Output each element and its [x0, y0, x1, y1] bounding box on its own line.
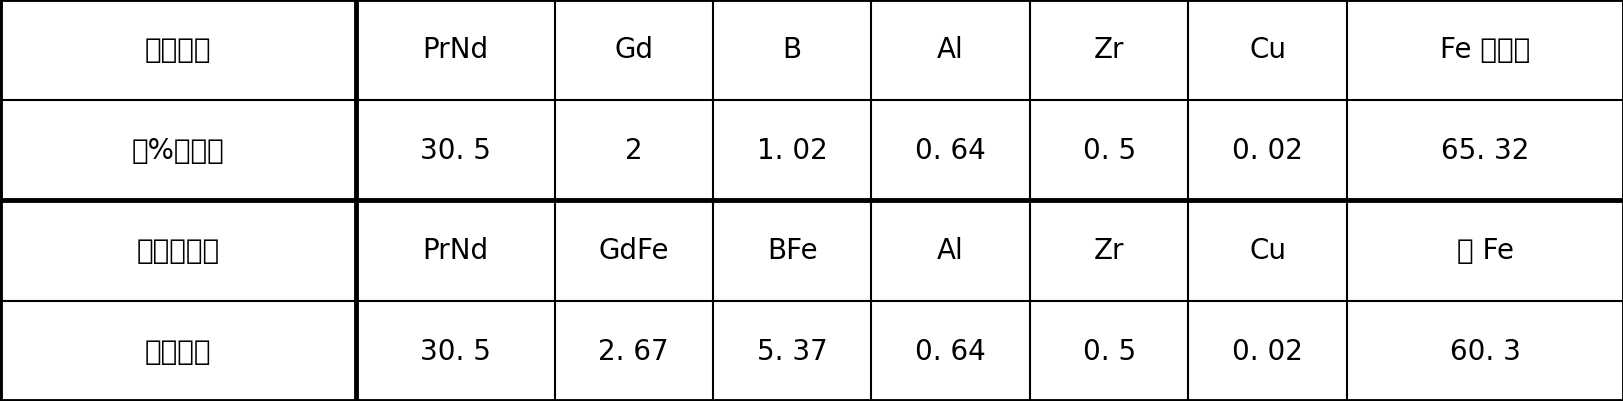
Text: Al: Al	[936, 237, 964, 265]
Text: 所需原材料: 所需原材料	[136, 237, 219, 265]
Text: Al: Al	[936, 36, 964, 64]
Text: Cu: Cu	[1248, 36, 1285, 64]
Text: 2: 2	[625, 136, 643, 164]
Text: PrNd: PrNd	[422, 237, 489, 265]
Text: 0. 64: 0. 64	[915, 136, 985, 164]
Text: 0. 5: 0. 5	[1083, 136, 1134, 164]
Text: B: B	[782, 36, 802, 64]
Text: 2. 67: 2. 67	[597, 337, 669, 365]
Text: 5. 37: 5. 37	[756, 337, 828, 365]
Text: 0. 64: 0. 64	[915, 337, 985, 365]
Text: BFe: BFe	[766, 237, 816, 265]
Text: 1. 02: 1. 02	[756, 136, 828, 164]
Text: 0. 5: 0. 5	[1083, 337, 1134, 365]
Text: GdFe: GdFe	[599, 237, 669, 265]
Text: 0. 02: 0. 02	[1232, 136, 1302, 164]
Text: Zr: Zr	[1094, 237, 1123, 265]
Text: 65. 32: 65. 32	[1440, 136, 1529, 164]
Text: 0. 02: 0. 02	[1232, 337, 1302, 365]
Text: 成分配比: 成分配比	[144, 36, 211, 64]
Text: Zr: Zr	[1094, 36, 1123, 64]
Text: Cu: Cu	[1248, 237, 1285, 265]
Text: 纯 Fe: 纯 Fe	[1456, 237, 1513, 265]
Text: （公斤）: （公斤）	[144, 337, 211, 365]
Text: （%重量）: （%重量）	[131, 136, 224, 164]
Text: Fe 及杂质: Fe 及杂质	[1440, 36, 1529, 64]
Text: 60. 3: 60. 3	[1449, 337, 1519, 365]
Text: 30. 5: 30. 5	[420, 337, 490, 365]
Text: Gd: Gd	[613, 36, 652, 64]
Text: PrNd: PrNd	[422, 36, 489, 64]
Text: 30. 5: 30. 5	[420, 136, 490, 164]
